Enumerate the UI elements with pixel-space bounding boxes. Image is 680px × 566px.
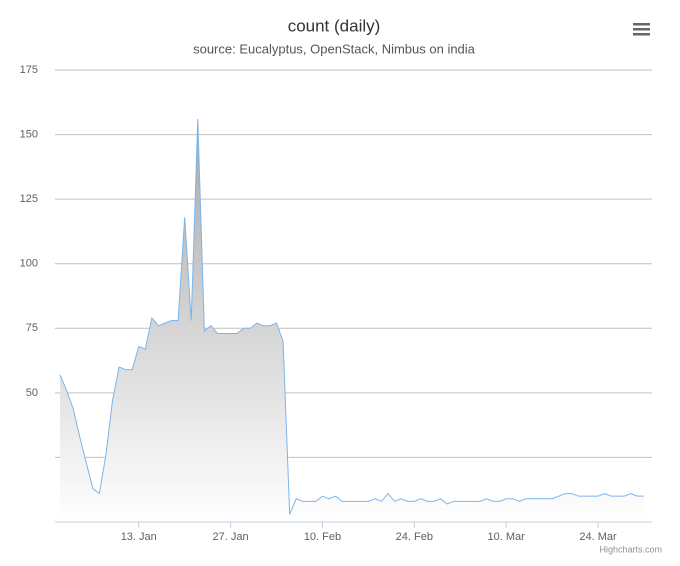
y-tick-label: 100 — [20, 258, 38, 270]
x-tick-label: 13. Jan — [121, 531, 157, 543]
x-tick-label: 24. Feb — [396, 531, 433, 543]
chart-title: count (daily) — [288, 16, 381, 35]
credits: Highcharts.com — [599, 544, 662, 554]
area-fill — [60, 119, 644, 522]
y-tick-label: 125 — [20, 193, 38, 205]
y-tick-label: 50 — [26, 387, 38, 399]
x-tick-label: 10. Mar — [488, 531, 526, 543]
y-tick-label: 75 — [26, 322, 38, 334]
menu-button[interactable] — [632, 20, 652, 38]
y-tick-label: 175 — [20, 64, 38, 76]
menu-bar[interactable] — [633, 33, 650, 36]
chart-subtitle: source: Eucalyptus, OpenStack, Nimbus on… — [193, 41, 476, 56]
y-tick-label: 150 — [20, 128, 38, 140]
x-tick-label: 27. Jan — [213, 531, 249, 543]
menu-bar[interactable] — [633, 23, 650, 26]
menu-bar[interactable] — [633, 28, 650, 31]
x-tick-label: 10. Feb — [304, 531, 341, 543]
area-line — [59, 119, 644, 515]
x-tick-label: 24. Mar — [579, 531, 617, 543]
